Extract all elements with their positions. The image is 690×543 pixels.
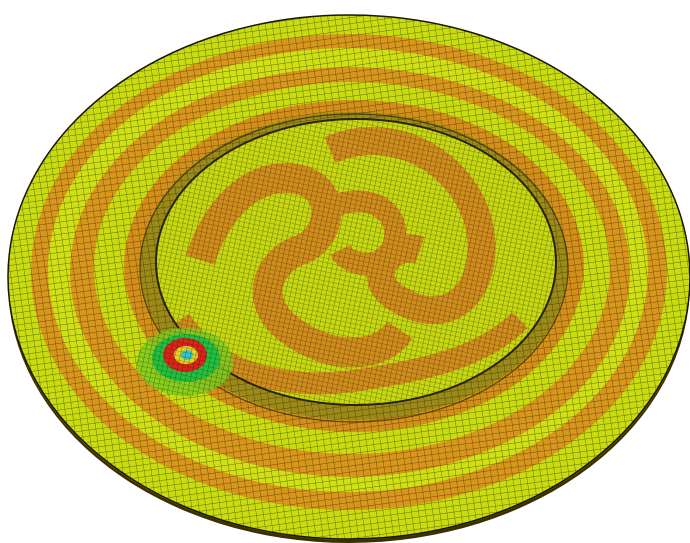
dome-rim — [155, 118, 557, 406]
hot-spot — [137, 328, 233, 396]
dome-base — [139, 113, 569, 423]
mesh — [137, 328, 233, 396]
disk-outline — [7, 14, 690, 540]
